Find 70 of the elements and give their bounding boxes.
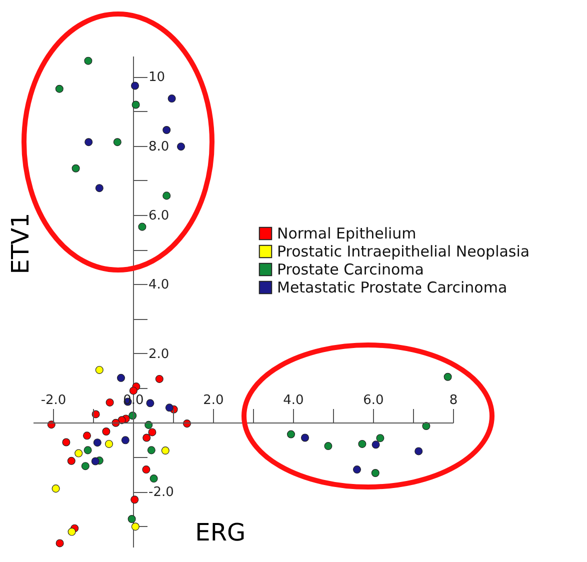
point xyxy=(176,142,186,151)
point xyxy=(84,138,93,146)
point xyxy=(147,446,156,454)
point xyxy=(52,484,60,493)
point xyxy=(132,100,140,109)
point xyxy=(146,399,154,408)
x-axis-title: ERG xyxy=(195,518,246,546)
point xyxy=(93,438,102,447)
point xyxy=(116,374,126,382)
point xyxy=(148,428,156,436)
point xyxy=(168,94,176,103)
point xyxy=(91,457,100,466)
legend-label: Prostate Carcinoma xyxy=(277,260,424,278)
point xyxy=(84,446,92,454)
point xyxy=(55,84,64,93)
point xyxy=(131,522,140,531)
point xyxy=(165,404,174,412)
point xyxy=(161,446,170,455)
point xyxy=(72,164,80,172)
y-tick-label: -2.0 xyxy=(148,485,174,500)
legend-label: Normal Epithelium xyxy=(277,224,416,242)
point xyxy=(56,539,64,548)
point xyxy=(74,449,83,458)
y-tick-label: 10 xyxy=(148,70,166,86)
point xyxy=(138,222,146,231)
x-tick-label: 6.0 xyxy=(363,393,384,408)
point xyxy=(150,474,158,483)
x-tick-label: 8 xyxy=(449,393,458,408)
point xyxy=(67,456,76,465)
y-tick-label: 6.0 xyxy=(148,208,170,224)
x-tick-label: -2.0 xyxy=(40,393,66,408)
y-tick-label: 8.0 xyxy=(148,139,170,154)
point xyxy=(352,466,362,474)
point xyxy=(121,436,130,444)
point xyxy=(82,432,92,440)
point xyxy=(371,469,380,478)
point xyxy=(414,447,423,456)
point xyxy=(84,56,92,65)
point xyxy=(106,398,114,406)
x-tick-label: 2.0 xyxy=(203,393,224,408)
legend-label: Prostatic Intraepithelial Neoplasia xyxy=(277,242,530,260)
point xyxy=(324,442,332,450)
point xyxy=(102,428,110,436)
point xyxy=(128,514,136,523)
point xyxy=(113,138,122,146)
point xyxy=(81,462,90,470)
point xyxy=(358,440,366,448)
point xyxy=(372,440,380,449)
legend-label: Metastatic Prostate Carcinoma xyxy=(277,278,508,296)
point xyxy=(286,430,296,438)
x-tick-label: 4.0 xyxy=(283,393,304,408)
point xyxy=(300,434,310,442)
point xyxy=(142,434,151,442)
point xyxy=(155,374,164,383)
y-tick-label: 2.0 xyxy=(148,346,170,362)
point xyxy=(142,466,150,474)
point xyxy=(62,438,70,446)
point xyxy=(162,192,171,200)
point xyxy=(444,372,452,381)
point xyxy=(130,82,140,90)
point xyxy=(162,126,171,134)
point xyxy=(130,496,139,504)
point xyxy=(95,184,104,192)
y-tick-label: 4.0 xyxy=(148,278,170,293)
point xyxy=(376,434,384,442)
y-axis-title: ETV1 xyxy=(6,212,34,274)
point xyxy=(422,422,430,430)
point xyxy=(104,440,114,448)
point xyxy=(95,366,104,374)
point xyxy=(68,528,76,536)
